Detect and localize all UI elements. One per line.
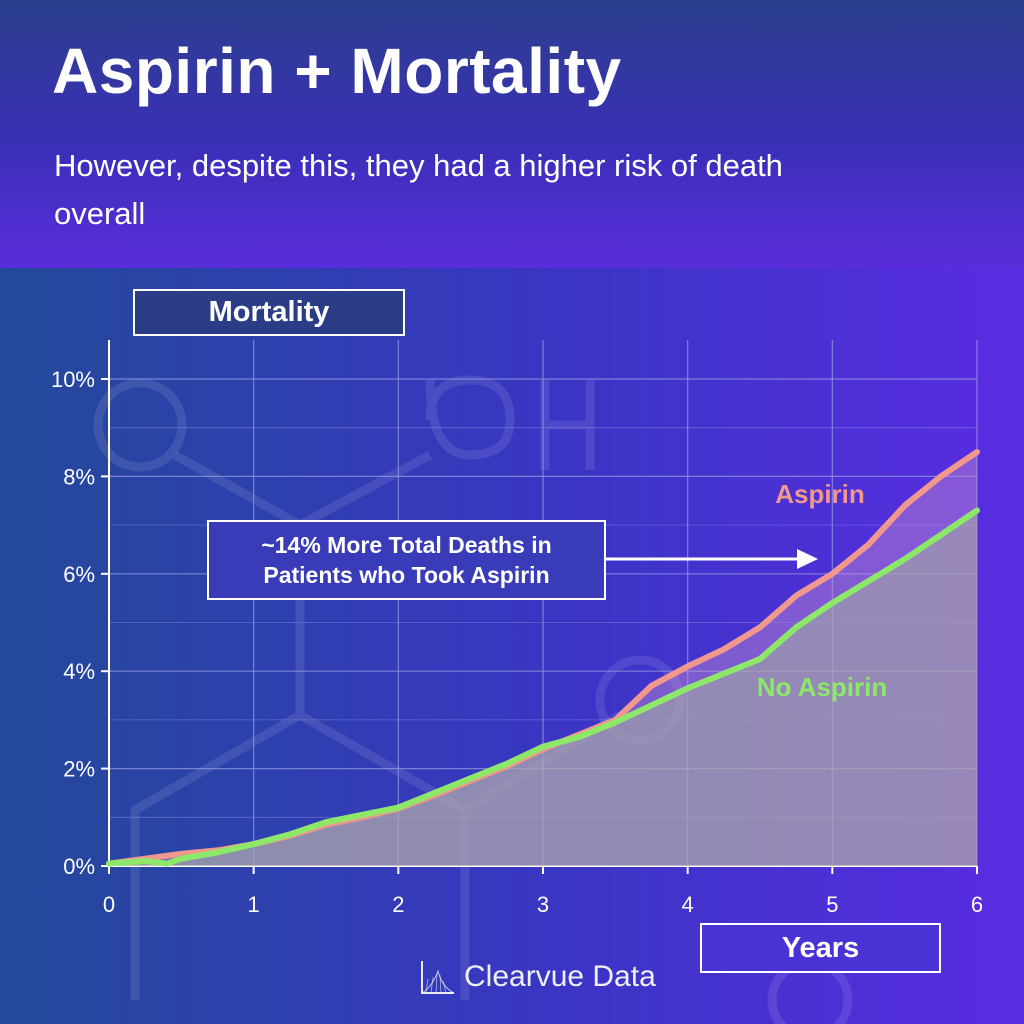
x-tick-label: 2	[392, 892, 404, 917]
callout-line-2: Patients who Took Aspirin	[263, 562, 550, 588]
y-tick-label: 4%	[63, 659, 95, 684]
watermark-oh	[425, 375, 595, 470]
x-axis-label: Years	[700, 923, 941, 973]
brand-logo: Clearvue Data	[418, 955, 656, 999]
page-subtitle: However, despite this, they had a higher…	[54, 148, 783, 231]
no-aspirin-series-line	[106, 507, 980, 867]
x-tick-label: 4	[682, 892, 694, 917]
callout-line-1: ~14% More Total Deaths in	[261, 532, 552, 558]
y-tick-label: 10%	[51, 367, 95, 392]
y-tick-label: 0%	[63, 854, 95, 879]
y-axis-label: Mortality	[133, 289, 405, 336]
y-tick-label: 6%	[63, 562, 95, 587]
header-banner: Aspirin + Mortality However, despite thi…	[0, 0, 1024, 268]
x-tick-label: 0	[103, 892, 115, 917]
x-tick-label: 3	[537, 892, 549, 917]
callout-arrow-head	[797, 549, 818, 569]
no-aspirin-series-label: No Aspirin	[757, 672, 887, 702]
x-tick-label: 6	[971, 892, 983, 917]
aspirin-series-label: Aspirin	[775, 479, 865, 509]
brand-name: Clearvue Data	[464, 960, 656, 993]
y-tick-label: 8%	[63, 464, 95, 489]
x-tick-label: 5	[826, 892, 838, 917]
clearvue-logo-icon	[421, 961, 455, 994]
no-aspirin-area	[109, 510, 977, 866]
callout-box: ~14% More Total Deaths in Patients who T…	[207, 520, 606, 600]
watermark-oxygen-ring	[93, 378, 187, 472]
y-tick-label: 2%	[63, 757, 95, 782]
page-title: Aspirin + Mortality	[52, 35, 622, 107]
x-tick-label: 1	[248, 892, 260, 917]
